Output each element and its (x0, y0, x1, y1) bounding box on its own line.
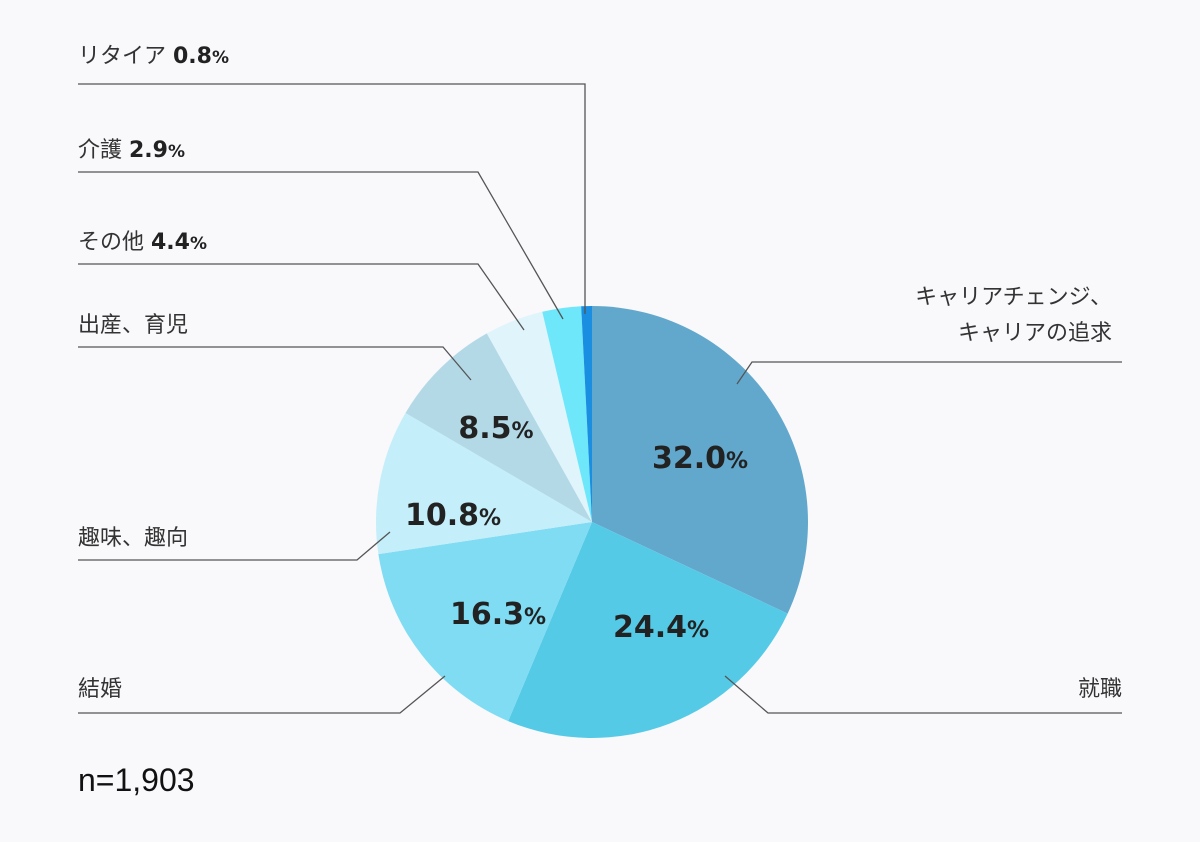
leader-line (78, 171, 564, 320)
category-label: 結婚 (78, 677, 122, 702)
category-label: 趣味、趣向 (78, 526, 188, 551)
slice-value-label: 10.8% (405, 498, 501, 533)
category-label: リタイア 0.8% (78, 44, 229, 69)
pie-slice-5 (405, 333, 592, 522)
slice-labels: 32.0% 24.4% 16.3% 10.8% 8.5% キャリアチェンジ、キャリアの追求… (78, 44, 1122, 702)
pie-slice-6 (486, 311, 592, 522)
category-label: その他 4.4% (78, 230, 207, 255)
pie-slice-3 (378, 522, 592, 722)
leader-line (78, 531, 391, 561)
category-label: 介護 2.9% (78, 138, 185, 163)
pie-slice-2 (508, 522, 788, 738)
leader-line (724, 675, 1122, 714)
leader-line (78, 675, 446, 714)
leader-line (78, 263, 525, 331)
category-label: キャリアの追求 (958, 321, 1112, 346)
sample-size-note: n=1,903 (78, 762, 195, 798)
leader-lines (78, 83, 1122, 714)
leader-line (736, 361, 1122, 385)
slice-value-label: 24.4% (613, 610, 709, 645)
pie-slice-1 (592, 306, 808, 614)
pie-slice-7 (542, 306, 592, 522)
leader-line (78, 83, 586, 314)
slice-value-label: 32.0% (652, 441, 748, 476)
leader-line (78, 346, 472, 381)
category-label: キャリアチェンジ、 (915, 285, 1112, 310)
category-label: 出産、育児 (78, 313, 188, 338)
category-label: 就職 (1078, 677, 1122, 702)
slice-value-label: 16.3% (450, 597, 546, 632)
pie-slice-4 (375, 413, 592, 555)
slice-value-label: 8.5% (458, 411, 533, 446)
pie-slice-8 (581, 306, 592, 522)
pie-slices (375, 306, 808, 738)
